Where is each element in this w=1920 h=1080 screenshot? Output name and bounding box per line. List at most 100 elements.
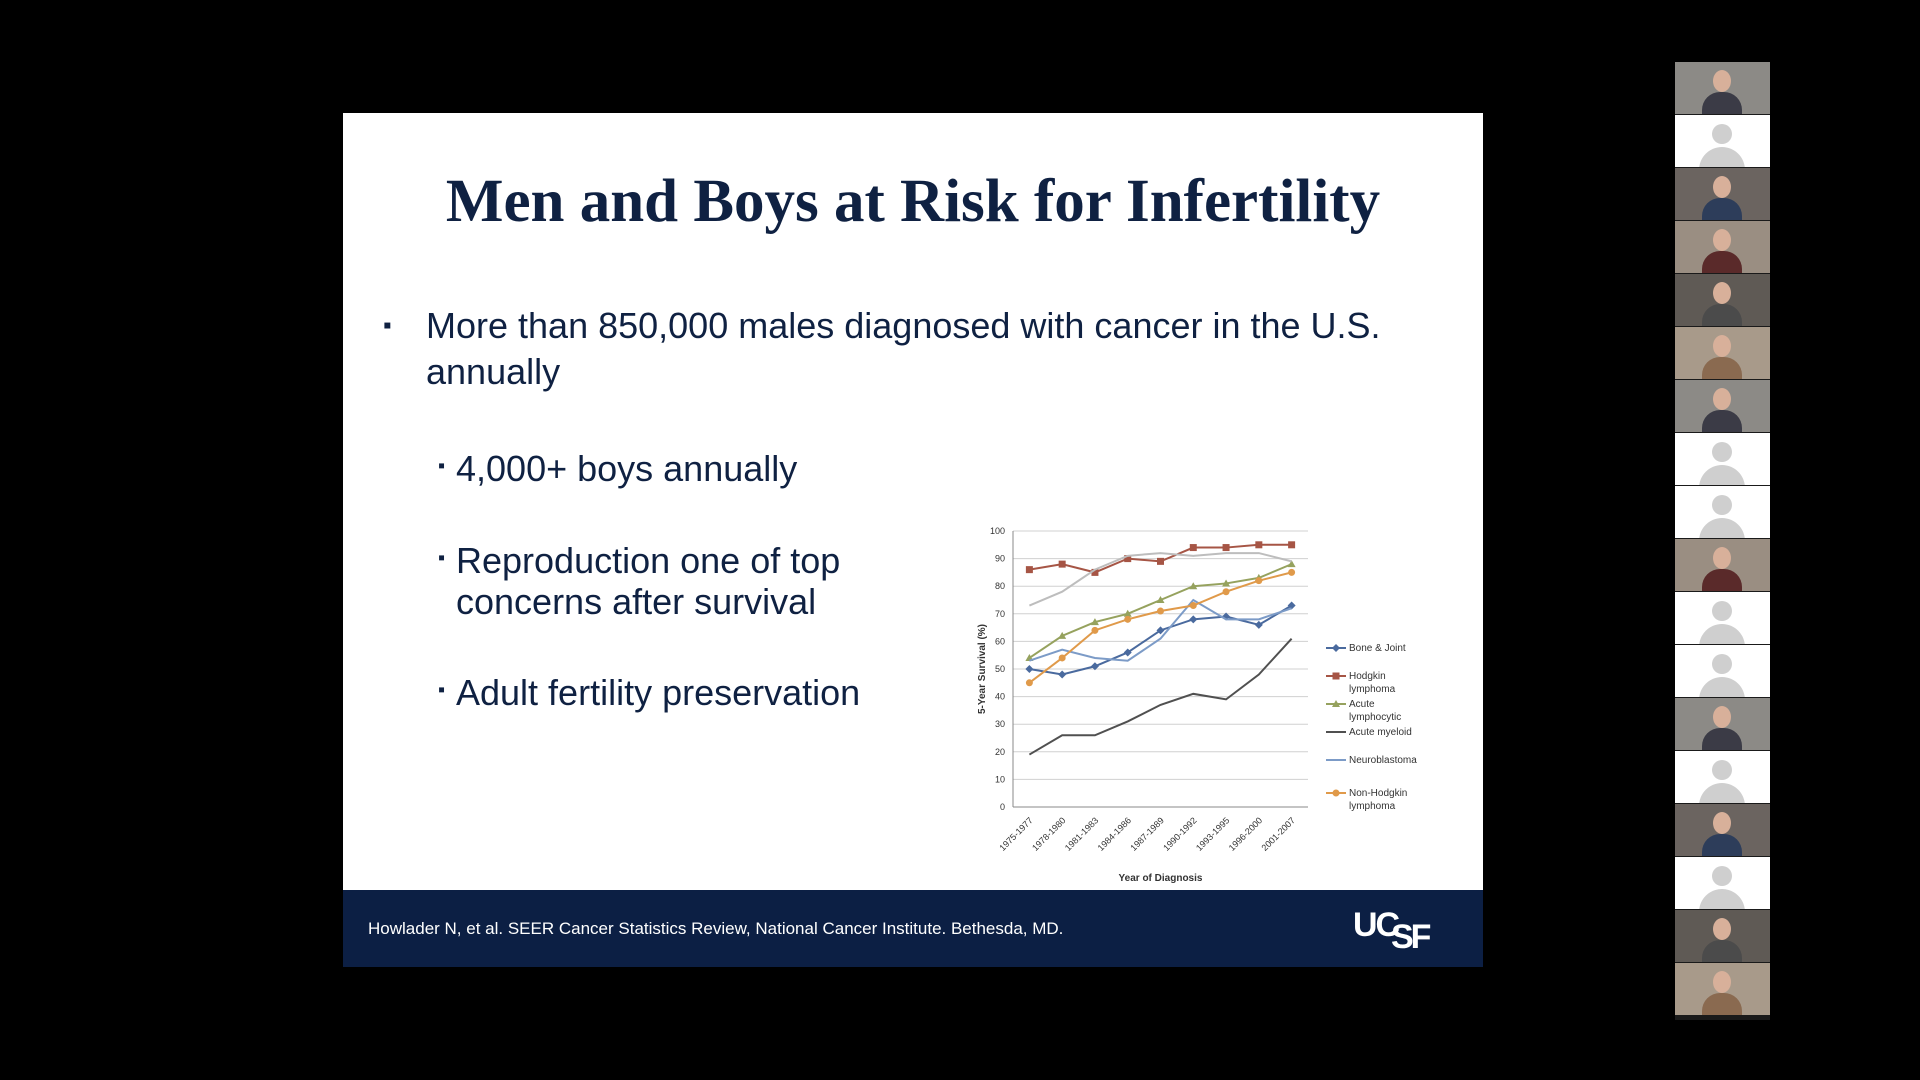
data-point: [1058, 631, 1067, 639]
participant-video-tile[interactable]: [1675, 168, 1770, 220]
y-tick-label: 50: [995, 664, 1005, 674]
data-point: [1157, 557, 1164, 565]
avatar-icon: [1712, 124, 1732, 144]
participant-video-tile[interactable]: [1675, 804, 1770, 856]
survival-line-chart: 0 10 20 30 40 50 60 70 80 90 100 1975-19771978-1980…: [977, 526, 1417, 884]
participant-avatar-tile[interactable]: [1675, 592, 1770, 644]
avatar-icon: [1712, 442, 1732, 462]
participant-video-tile[interactable]: [1675, 62, 1770, 114]
x-axis-label: Year of Diagnosis: [1119, 873, 1203, 884]
participant-body: [1702, 304, 1742, 326]
y-tick-label: 0: [1000, 802, 1005, 812]
y-tick-label: 70: [995, 609, 1005, 619]
participant-avatar-tile[interactable]: [1675, 645, 1770, 697]
avatar-icon: [1712, 601, 1732, 621]
x-tick-label: 1990-1992: [1161, 815, 1199, 853]
data-point: [1288, 568, 1296, 576]
avatar-icon: [1699, 783, 1745, 803]
legend-label: Hodgkin: [1349, 671, 1386, 682]
y-tick-label: 30: [995, 719, 1005, 729]
avatar-icon: [1699, 677, 1745, 697]
legend-label: lymphocytic: [1349, 712, 1401, 723]
x-tick-label: 1987-1989: [1128, 815, 1166, 853]
y-tick-label: 80: [995, 581, 1005, 591]
x-tick-label: 1993-1995: [1194, 815, 1232, 853]
participant-face: [1713, 706, 1731, 728]
participant-video-tile[interactable]: [1675, 274, 1770, 326]
participant-avatar-tile[interactable]: [1675, 115, 1770, 167]
data-point: [1222, 579, 1231, 587]
participant-avatar-tile[interactable]: [1675, 486, 1770, 538]
participant-gallery: [1675, 62, 1770, 1020]
y-tick-label: 60: [995, 636, 1005, 646]
participant-face: [1713, 229, 1731, 251]
series-line: [1029, 604, 1293, 676]
avatar-icon: [1712, 495, 1732, 515]
data-point: [1090, 618, 1099, 626]
bullet-marker: ▪: [438, 455, 446, 477]
participant-video-tile[interactable]: [1675, 910, 1770, 962]
x-tick-label: 1981-1983: [1063, 815, 1101, 853]
participant-body: [1702, 410, 1742, 432]
data-point: [1189, 602, 1197, 610]
participant-body: [1702, 940, 1742, 962]
participant-video-tile[interactable]: [1675, 698, 1770, 750]
footer-citation: Howlader N, et al. SEER Cancer Statistic…: [368, 919, 1064, 938]
participant-body: [1702, 834, 1742, 856]
data-point: [1157, 607, 1164, 615]
data-point: [1123, 609, 1132, 617]
sub-bullet-text: Adult fertility preservation: [456, 672, 861, 713]
legend-label: lymphoma: [1349, 684, 1396, 695]
legend-label: Acute: [1349, 699, 1375, 710]
series-line: [1029, 552, 1292, 607]
series-line: [1028, 637, 1293, 756]
legend-marker: [1332, 789, 1340, 797]
participant-face: [1713, 547, 1731, 569]
participant-video-tile[interactable]: [1675, 221, 1770, 273]
participant-body: [1702, 357, 1742, 379]
data-point: [1058, 670, 1067, 679]
participant-face: [1713, 282, 1731, 304]
legend-label: Neuroblastoma: [1349, 755, 1417, 766]
data-point: [1189, 582, 1198, 590]
data-point: [1255, 541, 1263, 549]
participant-face: [1713, 176, 1731, 198]
x-tick-label: 1975-1977: [997, 815, 1035, 853]
data-point: [1255, 577, 1263, 585]
avatar-icon: [1712, 654, 1732, 674]
y-axis-label: 5-Year Survival (%): [977, 624, 988, 714]
participant-video-tile[interactable]: [1675, 963, 1770, 1015]
legend-marker: [1332, 700, 1340, 707]
x-tick-label: 1996-2000: [1227, 815, 1265, 853]
data-point: [1254, 620, 1263, 629]
participant-avatar-tile[interactable]: [1675, 433, 1770, 485]
participant-body: [1702, 993, 1742, 1015]
data-point: [1058, 560, 1066, 568]
legend-label: Bone & Joint: [1349, 643, 1406, 654]
participant-body: [1702, 92, 1742, 114]
participant-face: [1713, 388, 1731, 410]
ucsf-logo: UC SF: [1353, 906, 1431, 956]
data-point: [1287, 601, 1296, 610]
participant-video-tile[interactable]: [1675, 380, 1770, 432]
data-point: [1189, 544, 1197, 552]
participant-body: [1702, 251, 1742, 273]
bullet-marker: ▪: [438, 679, 446, 701]
series-line: [1029, 598, 1292, 662]
data-point: [1025, 679, 1033, 687]
participant-face: [1713, 70, 1731, 92]
participant-face: [1713, 335, 1731, 357]
participant-avatar-tile[interactable]: [1675, 857, 1770, 909]
x-tick-label: 1984-1986: [1096, 815, 1134, 853]
data-point: [1124, 555, 1132, 563]
data-point: [1058, 654, 1066, 662]
data-point: [1156, 596, 1165, 603]
y-tick-label: 100: [990, 526, 1005, 536]
data-point: [1091, 568, 1099, 576]
participant-body: [1702, 569, 1742, 591]
participant-video-tile[interactable]: [1675, 327, 1770, 379]
participant-video-tile[interactable]: [1675, 539, 1770, 591]
slide-title: Men and Boys at Risk for Infertility: [445, 168, 1381, 235]
avatar-icon: [1699, 889, 1745, 909]
participant-avatar-tile[interactable]: [1675, 751, 1770, 803]
